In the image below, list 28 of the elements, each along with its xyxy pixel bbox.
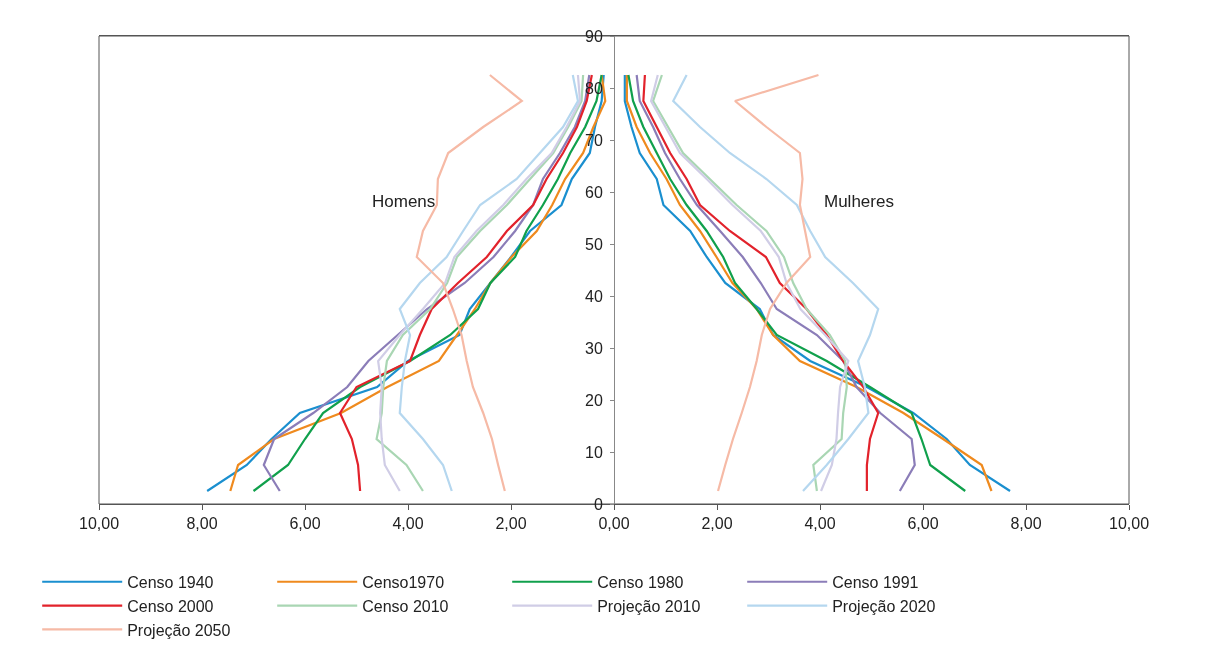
legend-label: Projeção 2020: [832, 597, 936, 615]
x-tick-label: 10,00: [1108, 515, 1150, 533]
y-tick-label: 20: [585, 391, 603, 409]
y-tick-label: 50: [585, 235, 603, 253]
legend-label: Projeção 2050: [127, 621, 231, 639]
legend-label: Projeção 2010: [597, 597, 701, 615]
x-tick-label: 4,00: [804, 515, 836, 533]
legend-label: Censo1970: [362, 573, 445, 591]
legend-label: Censo 2010: [362, 597, 449, 615]
annotation: Homens: [372, 192, 436, 211]
x-tick-label: 2,00: [495, 515, 527, 533]
y-tick-label: 40: [585, 287, 603, 305]
legend-label: Censo 2000: [127, 597, 214, 615]
x-tick-label: 6,00: [289, 515, 321, 533]
x-tick-label: 8,00: [186, 515, 218, 533]
legend-label: Censo 1991: [832, 573, 919, 591]
y-tick-label: 60: [585, 183, 603, 201]
x-tick-label: 10,00: [78, 515, 120, 533]
legend-label: Censo 1940: [127, 573, 214, 591]
legend-label: Censo 1980: [597, 573, 684, 591]
y-tick-label: 30: [585, 339, 603, 357]
x-tick-label: 8,00: [1010, 515, 1042, 533]
x-tick-label: 2,00: [701, 515, 733, 533]
x-tick-label: 0,00: [598, 515, 630, 533]
x-tick-label: 4,00: [392, 515, 424, 533]
y-tick-label: 10: [585, 443, 603, 461]
annotation: Mulheres: [824, 192, 894, 211]
x-tick-label: 6,00: [907, 515, 939, 533]
